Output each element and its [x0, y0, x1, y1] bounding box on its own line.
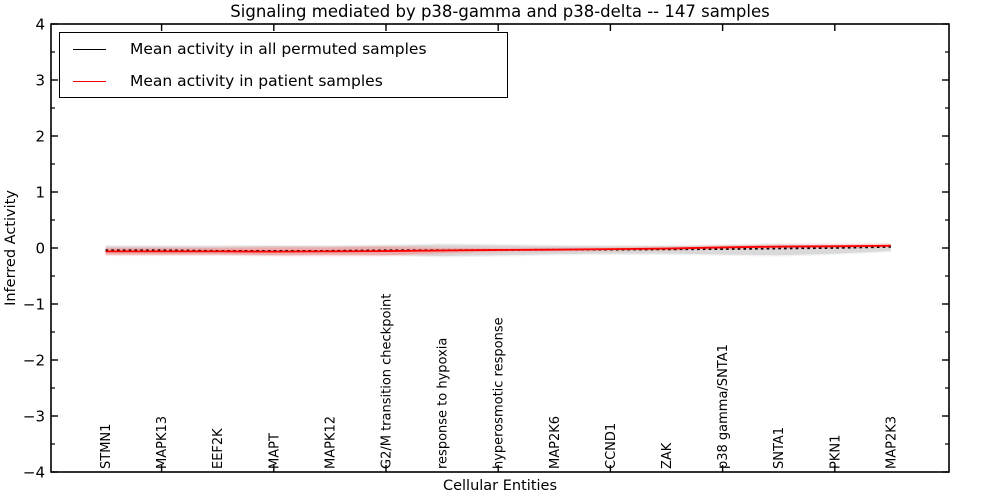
x-category-label: hyperosmotic response	[492, 317, 507, 469]
x-category-label: EEF2K	[211, 428, 226, 469]
legend-entry-permuted: Mean activity in all permuted samples	[73, 35, 507, 63]
y-tick-label: 2	[35, 128, 45, 146]
legend: Mean activity in all permuted samples Me…	[59, 32, 508, 98]
legend-label-patient: Mean activity in patient samples	[130, 72, 383, 90]
x-category-label: SNTA1	[772, 427, 787, 469]
y-tick-label: 1	[35, 184, 45, 202]
legend-line-sample-black	[73, 48, 106, 50]
x-category-label: CCND1	[604, 423, 619, 469]
x-category-label: PKN1	[828, 435, 843, 469]
series-lines	[105, 244, 891, 253]
x-category-label: MAP2K6	[548, 416, 563, 469]
y-tick-label: 0	[35, 240, 45, 258]
x-axis-title: Cellular Entities	[442, 478, 558, 494]
chart-title: Signaling mediated by p38-gamma and p38-…	[230, 2, 770, 21]
x-category-labels: STMN1 MAPK13 EEF2K MAPT MAPK12 G2/M transitio…	[99, 294, 899, 469]
x-category-label: MAPT	[267, 433, 282, 469]
x-category-label: p38 gamma/SNTA1	[716, 344, 731, 469]
y-axis-ticks: 4 3 2 1 0 −1 −2 −3 −4	[23, 16, 949, 482]
y-tick-label: −2	[23, 352, 45, 370]
x-category-label: ZAK	[660, 442, 675, 469]
y-tick-label: 4	[35, 16, 45, 34]
x-axis-ticks	[160, 24, 836, 472]
y-tick-label: −3	[23, 408, 45, 426]
y-axis-title: Inferred Activity	[3, 190, 19, 306]
y-tick-label: −4	[23, 464, 45, 482]
x-category-label: MAPK13	[155, 416, 170, 469]
x-category-label: G2/M transition checkpoint	[380, 294, 395, 469]
legend-label-permuted: Mean activity in all permuted samples	[130, 40, 427, 58]
legend-line-sample-red	[73, 80, 106, 82]
x-category-label: MAP2K3	[884, 416, 899, 469]
x-category-label: MAPK12	[323, 416, 338, 469]
y-tick-label: 3	[35, 72, 45, 90]
x-category-label: response to hypoxia	[436, 338, 451, 469]
legend-entry-patient: Mean activity in patient samples	[73, 67, 507, 95]
x-category-label: STMN1	[99, 424, 114, 469]
y-tick-label: −1	[23, 296, 45, 314]
series-line-patient	[105, 244, 891, 253]
